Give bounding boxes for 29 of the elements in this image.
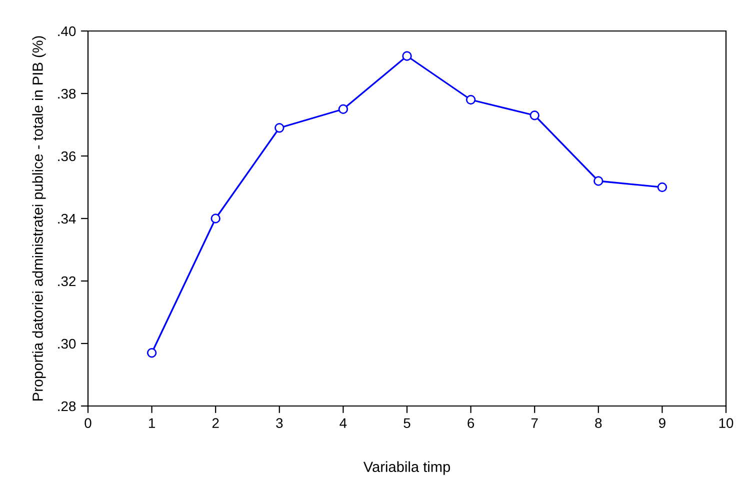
y-tick-label: .30	[58, 338, 76, 349]
y-tick-label: .40	[58, 26, 76, 36]
x-tick-label: 3	[276, 418, 283, 428]
point	[530, 110, 540, 120]
x-tick-label: 9	[658, 418, 666, 428]
y-tick-label: .32	[58, 276, 76, 286]
point	[466, 94, 476, 105]
point	[594, 176, 604, 186]
x-tick-label: 4	[340, 418, 347, 428]
y-tick-label: .38	[58, 88, 76, 99]
x-tick-label: 10	[719, 418, 734, 428]
x-tick-label: 7	[531, 418, 538, 428]
x-tick-label: 2	[212, 418, 219, 428]
y-tick-label: .28	[58, 401, 76, 412]
point	[338, 104, 348, 114]
x-tick-label: 6	[468, 418, 474, 428]
y-tick-label: .36	[58, 151, 76, 162]
x-tick-label: 5	[404, 418, 410, 428]
point	[274, 123, 284, 133]
x-axis-title: Variabila timp	[363, 461, 450, 475]
point	[402, 51, 412, 61]
x-tick-label: 1	[148, 418, 155, 428]
y-tick-label: .34	[58, 214, 76, 224]
point	[657, 182, 668, 192]
point	[210, 214, 220, 224]
x-tick-label: 0	[84, 418, 92, 428]
x-tick-label: 8	[595, 418, 602, 428]
point	[146, 348, 157, 358]
y-axis-title: Proportia datoriei administratei publice - totale in PIB (%)	[32, 36, 46, 400]
